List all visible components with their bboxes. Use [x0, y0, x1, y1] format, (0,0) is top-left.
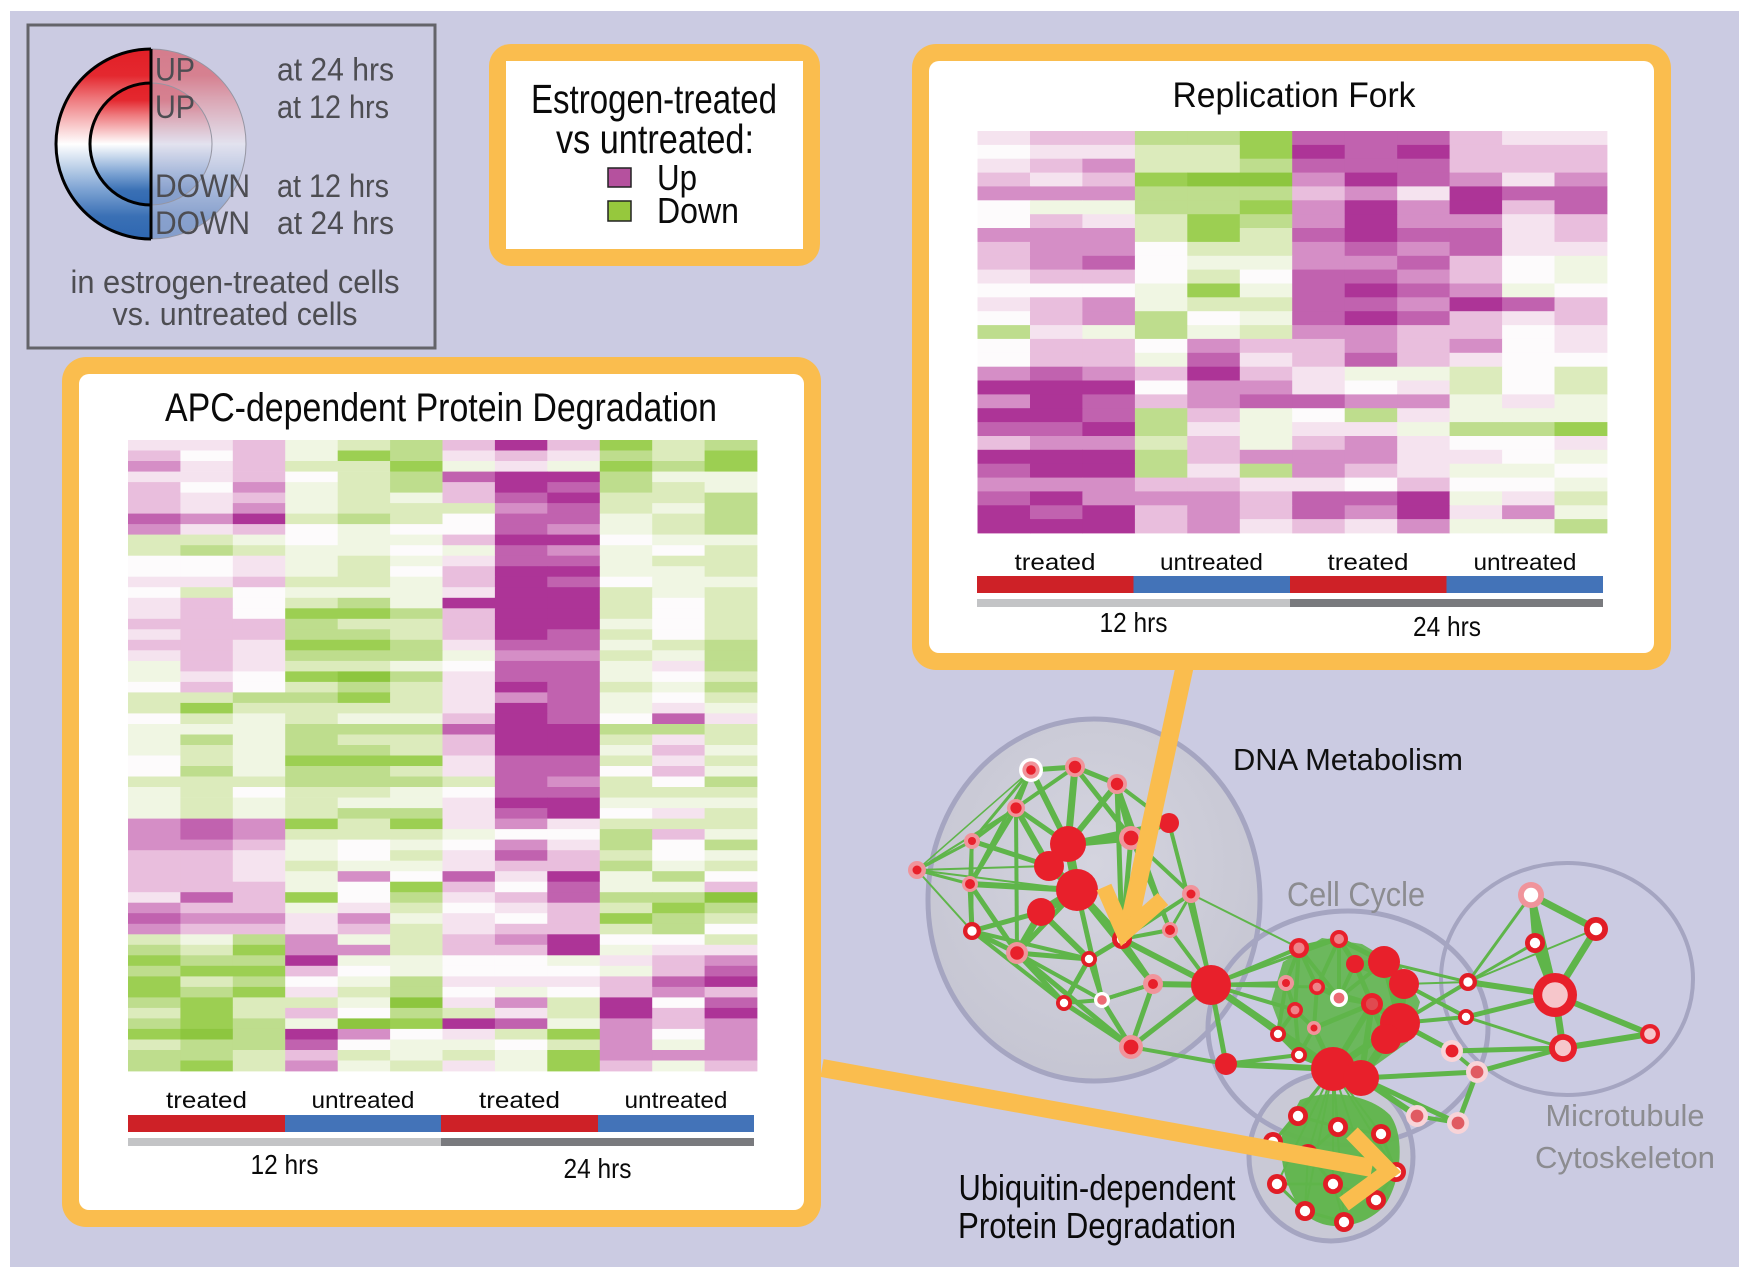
svg-text:24 hrs: 24 hrs	[1413, 611, 1481, 642]
svg-text:untreated: untreated	[625, 1087, 728, 1113]
svg-text:treated: treated	[166, 1087, 247, 1113]
svg-text:vs untreated:: vs untreated:	[556, 116, 754, 162]
svg-text:at 24 hrs: at 24 hrs	[277, 205, 394, 241]
svg-text:24 hrs: 24 hrs	[564, 1153, 632, 1184]
svg-text:vs. untreated cells: vs. untreated cells	[113, 296, 358, 332]
svg-text:untreated: untreated	[1474, 549, 1577, 575]
svg-text:treated: treated	[479, 1087, 560, 1113]
svg-text:untreated: untreated	[312, 1087, 415, 1113]
svg-text:DNA Metabolism: DNA Metabolism	[1233, 742, 1463, 777]
svg-text:Ubiquitin-dependent: Ubiquitin-dependent	[959, 1167, 1236, 1208]
svg-text:APC-dependent Protein Degradat: APC-dependent Protein Degradation	[165, 386, 717, 430]
svg-text:treated: treated	[1328, 549, 1409, 575]
svg-text:Estrogen-treated: Estrogen-treated	[531, 76, 777, 122]
svg-text:Down: Down	[657, 190, 739, 231]
svg-text:Protein Degradation: Protein Degradation	[958, 1205, 1236, 1246]
svg-text:DOWN: DOWN	[155, 168, 250, 204]
svg-text:UP: UP	[155, 89, 195, 125]
svg-text:Replication Fork: Replication Fork	[1173, 76, 1416, 115]
svg-text:12 hrs: 12 hrs	[251, 1149, 319, 1180]
svg-text:Cell Cycle: Cell Cycle	[1287, 876, 1425, 914]
svg-text:at 24 hrs: at 24 hrs	[277, 52, 394, 88]
svg-text:at 12 hrs: at 12 hrs	[277, 89, 389, 125]
svg-text:treated: treated	[1015, 549, 1096, 575]
svg-text:Microtubule: Microtubule	[1546, 1098, 1705, 1133]
svg-text:UP: UP	[155, 52, 195, 88]
svg-text:at 12 hrs: at 12 hrs	[277, 168, 389, 204]
svg-text:Cytoskeleton: Cytoskeleton	[1535, 1140, 1715, 1175]
svg-text:Up: Up	[657, 157, 697, 198]
svg-text:12 hrs: 12 hrs	[1100, 607, 1168, 638]
svg-text:in estrogen-treated cells: in estrogen-treated cells	[71, 264, 400, 300]
svg-text:DOWN: DOWN	[155, 205, 250, 241]
svg-text:untreated: untreated	[1160, 549, 1263, 575]
